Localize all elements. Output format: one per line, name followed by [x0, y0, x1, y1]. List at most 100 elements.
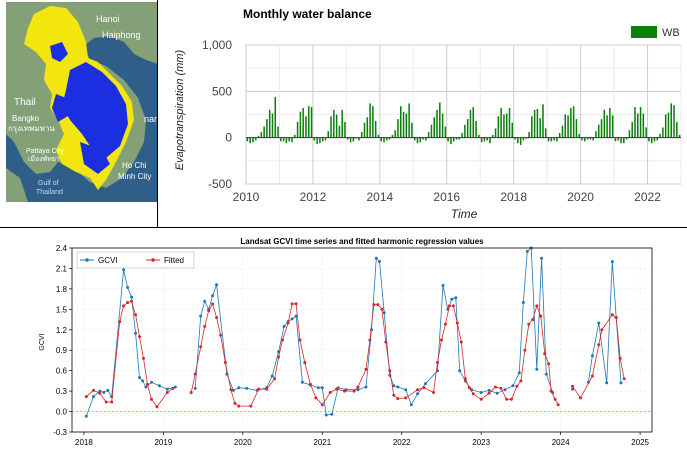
ts-x-tick-label: 2023: [472, 438, 490, 447]
wb-bar: [628, 130, 631, 138]
ts-fitted-point: [404, 396, 408, 400]
ts-fitted-point: [189, 391, 193, 394]
ts-gcvi-point: [211, 294, 215, 298]
basin-blue-region: [62, 62, 128, 158]
ts-y-tick-label: 2.1: [56, 264, 68, 273]
wb-x-tick-label: 2010: [233, 190, 260, 204]
ts-fitted-point: [328, 391, 332, 394]
wb-y-tick-label: 1,000: [202, 38, 232, 52]
ts-gcvi-point: [98, 389, 102, 393]
ts-fitted-point: [440, 338, 443, 342]
wb-bar: [469, 109, 472, 138]
wb-x-tick-label: 2018: [500, 190, 527, 204]
ts-fitted-point: [539, 314, 543, 318]
ts-gcvi-point: [404, 388, 408, 392]
wb-chart-title: Monthly water balance: [243, 7, 372, 21]
ts-fitted-point: [499, 386, 503, 390]
wb-bar: [316, 137, 318, 145]
wb-bar: [416, 137, 419, 144]
ts-fitted-point: [118, 320, 122, 324]
ts-fitted-point: [249, 404, 253, 408]
wb-bar: [358, 137, 360, 141]
ts-fitted-point: [571, 384, 574, 388]
wb-bar: [257, 135, 260, 138]
wb-bar: [330, 116, 332, 138]
wb-bar: [597, 124, 600, 138]
ts-fitted-point: [138, 335, 141, 339]
ts-fitted-point: [277, 355, 281, 359]
ts-gcvi-point: [479, 391, 483, 394]
wb-bar: [413, 137, 416, 141]
map-label-gulf-2: Thailand: [36, 189, 63, 196]
wb-bar: [277, 126, 279, 138]
wb-bar: [642, 113, 645, 138]
ts-gcvi-point: [126, 286, 130, 289]
ts-x-tick-label: 2018: [75, 438, 93, 447]
ts-fitted-point: [98, 391, 102, 395]
wb-bar: [433, 117, 435, 138]
ts-gcvi-point: [84, 414, 88, 418]
wb-bar: [427, 132, 430, 138]
ts-fitted-point: [104, 400, 108, 404]
wb-bar: [623, 137, 625, 144]
ts-gcvi-point: [450, 297, 454, 301]
ts-gcvi-point: [173, 385, 177, 389]
ts-fitted-point: [130, 299, 134, 303]
ts-x-tick-label: 2019: [154, 438, 172, 447]
ts-fitted-point: [134, 313, 138, 317]
ts-fitted-point: [376, 303, 380, 307]
ts-gcvi-point: [571, 387, 574, 391]
ts-fitted-point: [273, 377, 277, 381]
ts-gcvi-point: [364, 385, 368, 389]
wb-bar: [268, 109, 271, 138]
ts-x-tick-label: 2025: [631, 438, 649, 447]
wb-bar: [542, 104, 544, 138]
ts-fitted-point: [494, 385, 497, 389]
wb-bar: [377, 134, 380, 138]
wb-bar: [659, 133, 661, 138]
wb-bar: [589, 137, 592, 140]
wb-bar: [366, 117, 369, 138]
ts-gcvi-point: [540, 256, 544, 260]
wb-bar: [480, 137, 483, 143]
ts-gcvi-point: [374, 256, 378, 260]
map-label-hanoi: Hanoi: [96, 14, 120, 24]
ts-gcvi-point: [610, 260, 614, 264]
wb-bar: [347, 137, 349, 140]
wb-bar: [288, 137, 290, 142]
ts-gcvi-point: [141, 379, 145, 383]
basin-blue-region-south: [80, 142, 110, 174]
wb-bar: [305, 116, 307, 138]
wb-bar: [489, 137, 491, 144]
ts-fitted-point: [294, 302, 298, 306]
wb-legend: WB: [631, 26, 680, 39]
wb-bar: [246, 137, 249, 142]
wb-bar: [319, 137, 321, 144]
map-label-pattaya: Pattaya City: [26, 148, 64, 155]
wb-bar: [425, 137, 427, 141]
wb-y-tick-label: -500: [208, 177, 232, 191]
wb-bar: [335, 114, 338, 138]
ts-fitted-point: [519, 379, 523, 383]
wb-bar: [386, 137, 388, 141]
ts-fitted-point: [171, 386, 175, 390]
wb-bar: [436, 109, 438, 138]
ts-fitted-point: [451, 304, 455, 308]
wb-bar: [614, 137, 617, 142]
map-label-thailand: Thail: [14, 97, 36, 108]
wb-bar: [313, 137, 316, 141]
wb-bar: [625, 137, 628, 140]
ts-fitted-point: [281, 338, 284, 342]
wb-bar: [650, 137, 653, 144]
wb-bar: [478, 134, 480, 138]
map-land-south: [6, 168, 28, 202]
ts-gcvi-point: [102, 391, 106, 394]
ts-fitted-point: [380, 307, 384, 311]
wb-bar: [282, 137, 285, 142]
ts-fitted-point: [535, 304, 539, 308]
wb-bar: [422, 137, 424, 140]
ts-fitted-point: [223, 361, 227, 364]
wb-bar: [383, 137, 385, 143]
ts-gcvi-point: [424, 382, 428, 386]
gcvi-chart: Landsat GCVI time series and fitted harm…: [0, 229, 687, 452]
